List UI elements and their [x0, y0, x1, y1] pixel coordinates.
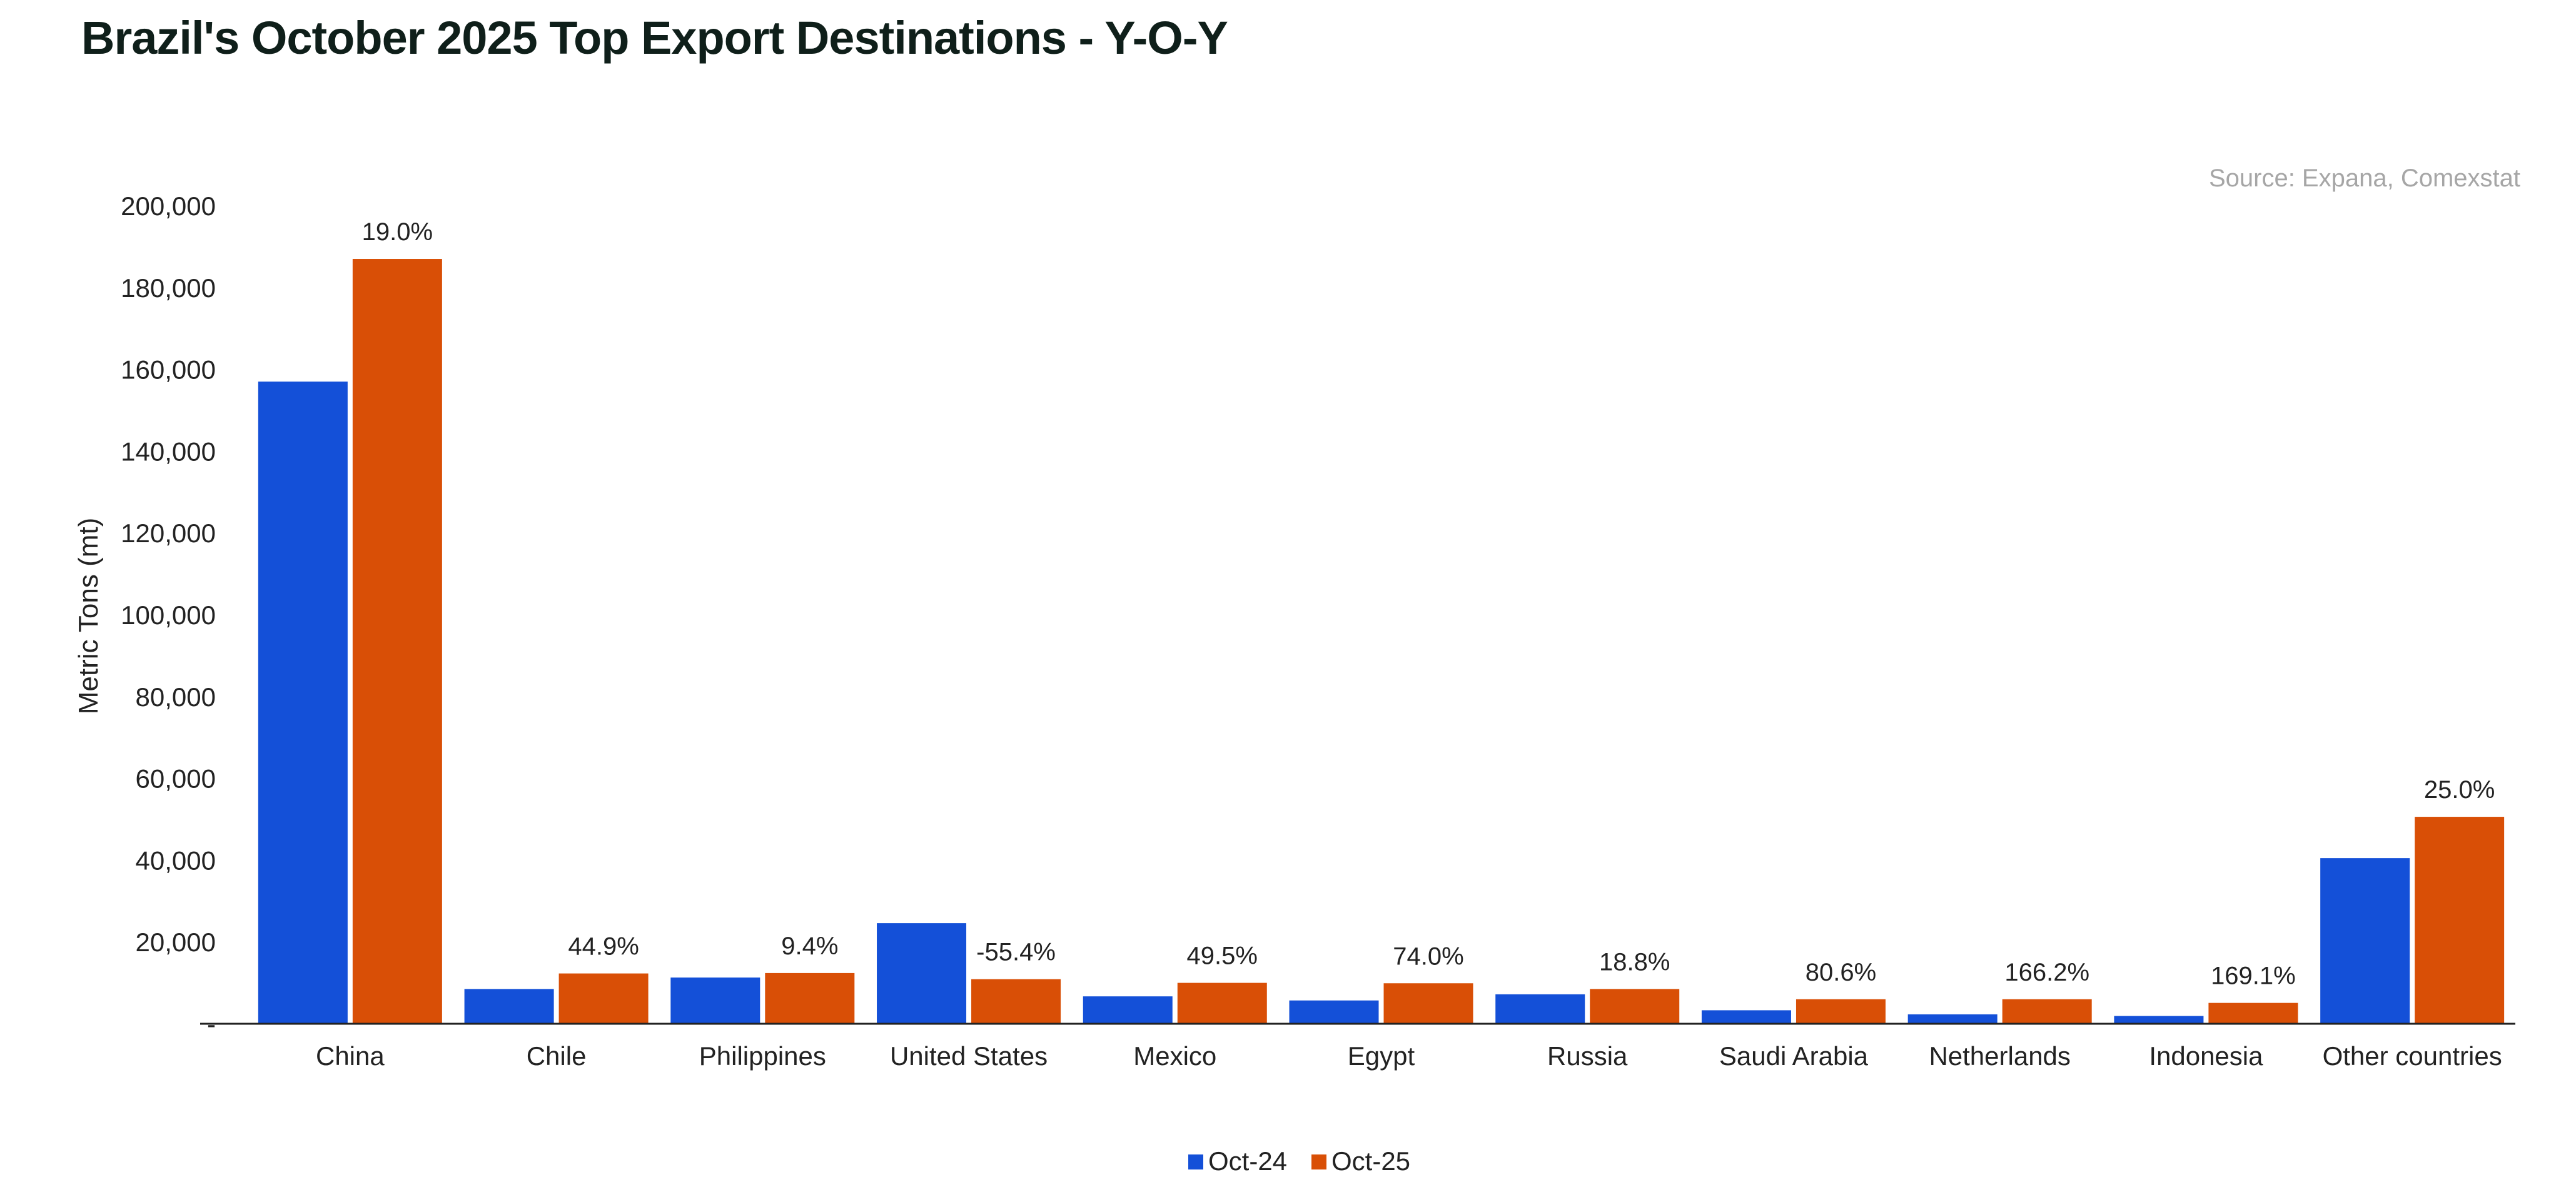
y-tick-label: 80,000 [136, 682, 216, 712]
bar-oct25 [352, 259, 442, 1024]
x-tick-label: United States [890, 1041, 1048, 1071]
x-tick-label: Chile [527, 1041, 587, 1071]
y-tick-label: 100,000 [121, 600, 216, 630]
x-tick-label: Other countries [2323, 1041, 2502, 1071]
legend-swatch-oct25 [1311, 1154, 1326, 1169]
legend: Oct-24 Oct-25 [1188, 1146, 1410, 1176]
x-tick-label: Netherlands [1929, 1041, 2070, 1071]
x-tick-label: Indonesia [2149, 1041, 2263, 1071]
bar-oct24 [877, 923, 967, 1024]
x-tick-label: China [316, 1041, 385, 1071]
y-tick-label: 120,000 [121, 518, 216, 548]
data-label: 80.6% [1806, 959, 1876, 986]
bars-group [258, 259, 2505, 1024]
bar-oct25 [1383, 983, 1473, 1024]
y-tick-label: 60,000 [136, 764, 216, 794]
x-tick-label: Saudi Arabia [1719, 1041, 1869, 1071]
bar-oct24 [2114, 1016, 2204, 1024]
data-label: 9.4% [781, 932, 838, 960]
bar-oct25 [2208, 1003, 2298, 1024]
bar-oct25 [2415, 817, 2505, 1024]
bar-oct24 [1907, 1014, 1998, 1024]
data-label: 166.2% [2004, 959, 2089, 986]
y-tick-label: 40,000 [136, 846, 216, 875]
y-axis-ticks: -20,00040,00060,00080,000100,000120,0001… [121, 191, 216, 1039]
x-tick-label: Mexico [1133, 1041, 1216, 1071]
legend-swatch-oct24 [1188, 1154, 1203, 1169]
bar-oct25 [971, 979, 1061, 1024]
bar-oct25 [558, 973, 649, 1024]
data-label: 169.1% [2211, 962, 2296, 990]
bar-oct25 [1796, 999, 1886, 1024]
legend-label-oct25: Oct-25 [1331, 1146, 1410, 1176]
bar-oct24 [1701, 1010, 1791, 1024]
x-tick-label: Philippines [699, 1041, 826, 1071]
x-tick-label: Egypt [1348, 1041, 1415, 1071]
data-label: 74.0% [1393, 942, 1463, 970]
data-labels-group: 19.0% 44.9% 9.4% -55.4% 49.5% 74.0% 18.8% 80.6%… [362, 218, 2495, 990]
y-axis-title: Metric Tons (mt) [73, 518, 104, 715]
y-tick-label: 20,000 [136, 927, 216, 957]
bar-oct25 [1590, 989, 1680, 1024]
y-tick-label: 160,000 [121, 355, 216, 385]
bar-oct24 [670, 977, 760, 1024]
y-tick-label: 200,000 [121, 191, 216, 221]
bar-oct24 [1289, 1000, 1379, 1024]
bar-oct24 [1083, 996, 1173, 1024]
bar-oct24 [258, 381, 348, 1024]
data-label: 49.5% [1187, 942, 1258, 970]
data-label: 25.0% [2424, 776, 2495, 804]
bar-oct25 [1177, 982, 1267, 1024]
legend-label-oct24: Oct-24 [1208, 1146, 1287, 1176]
y-tick-label: 180,000 [121, 273, 216, 303]
source-note: Source: Expana, Comexstat [2209, 164, 2520, 192]
y-tick-label: 140,000 [121, 437, 216, 466]
data-label: -55.4% [976, 939, 1056, 966]
x-axis-labels: China Chile Philippines United States Mexico… [316, 1041, 2502, 1071]
data-label: 44.9% [568, 933, 639, 961]
bar-oct24 [464, 989, 554, 1024]
bar-oct25 [2002, 999, 2092, 1024]
x-tick-label: Russia [1547, 1041, 1628, 1071]
chart-title: Brazil's October 2025 Top Export Destina… [81, 12, 1228, 64]
data-label: 18.8% [1599, 948, 1670, 976]
bar-oct25 [765, 972, 855, 1024]
data-label: 19.0% [362, 218, 433, 246]
bar-oct24 [1495, 994, 1585, 1024]
bar-oct24 [2320, 858, 2410, 1024]
